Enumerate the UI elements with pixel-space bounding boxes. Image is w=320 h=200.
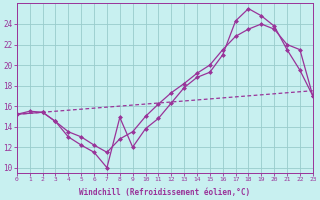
X-axis label: Windchill (Refroidissement éolien,°C): Windchill (Refroidissement éolien,°C) (79, 188, 250, 197)
